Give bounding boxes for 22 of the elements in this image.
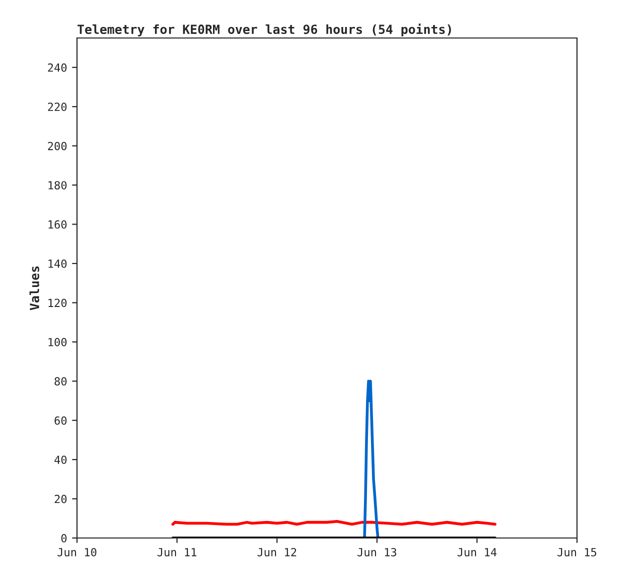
- x-tick-label: Jun 15: [558, 548, 596, 556]
- y-axis-title: Values: [30, 266, 40, 310]
- x-tick-label: Jun 12: [258, 548, 296, 556]
- y-tick-label: 60: [54, 416, 67, 425]
- y-tick-label: 0: [61, 534, 67, 542]
- chart-title: Telemetry for KE0RM over last 96 hours (54 points): [78, 24, 451, 36]
- line-series: [363, 380, 380, 538]
- x-tick-label: Jun 13: [358, 548, 396, 556]
- y-tick-label: 220: [48, 102, 67, 112]
- y-tick-label: 180: [48, 181, 67, 190]
- y-tick-label: 200: [48, 142, 67, 150]
- x-tick-label: Jun 14: [458, 548, 497, 556]
- y-tick-label: 100: [48, 338, 67, 346]
- y-tick-label: 120: [48, 298, 67, 308]
- x-tick-label: Jun 11: [158, 548, 196, 556]
- y-tick-label: 140: [48, 259, 67, 268]
- y-tick-label: 20: [54, 494, 67, 504]
- y-tick-label: 240: [48, 63, 67, 72]
- y-tick-label: 40: [54, 456, 67, 464]
- y-tick-label: 160: [48, 220, 67, 229]
- x-tick-label: Jun 10: [58, 548, 96, 556]
- y-tick-label: 80: [54, 377, 67, 386]
